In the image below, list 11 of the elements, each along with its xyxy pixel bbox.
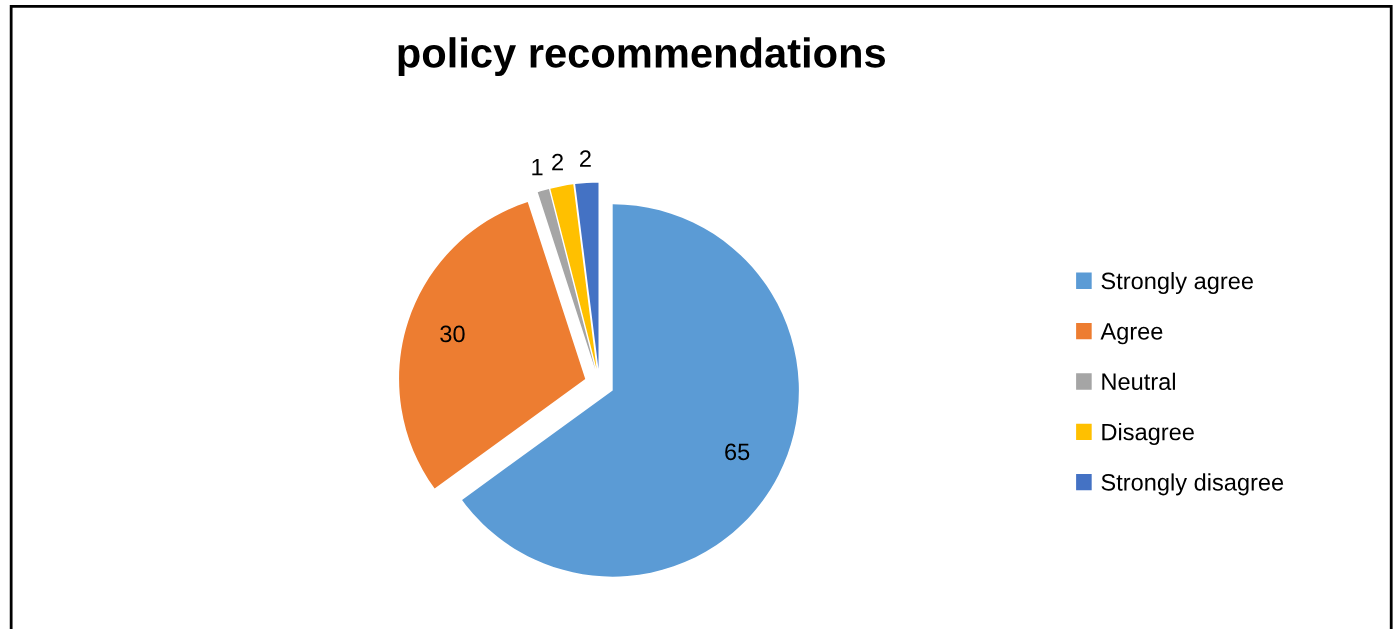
data-label: 65 xyxy=(725,443,750,461)
data-label: 1 xyxy=(532,159,543,176)
data-label: 2 xyxy=(580,150,591,167)
data-label: 30 xyxy=(440,325,465,343)
legend-label: Strongly agree xyxy=(1101,272,1253,295)
legend-label: Neutral xyxy=(1102,372,1175,391)
legend-label: Agree xyxy=(1100,323,1163,345)
data-label: 2 xyxy=(552,153,563,171)
legend-label: Disagree xyxy=(1102,423,1194,446)
legend-label: Strongly disagree xyxy=(1101,473,1284,496)
chart-title: policy recommendations xyxy=(398,37,885,77)
